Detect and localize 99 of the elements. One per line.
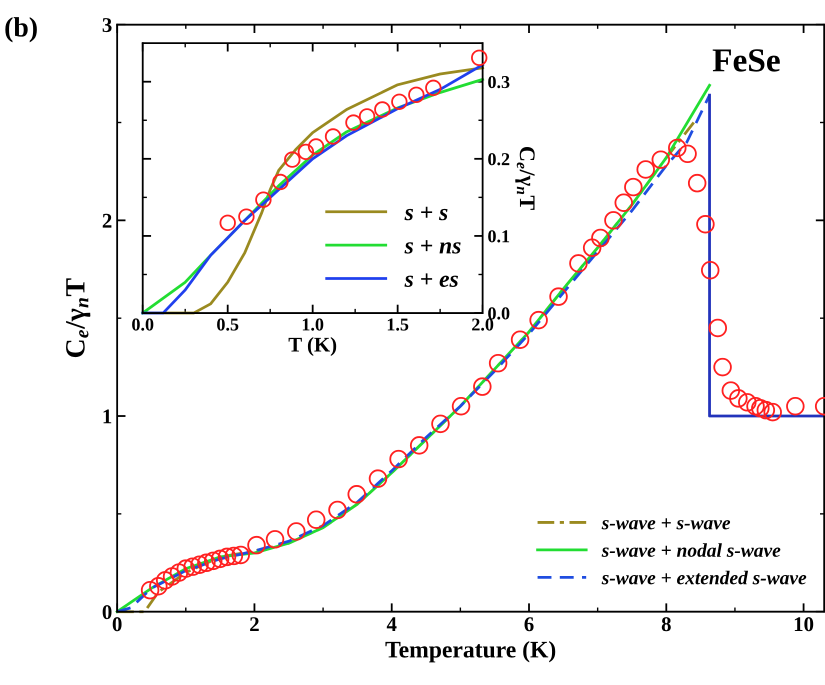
x-tick-label: 1.0	[302, 318, 324, 331]
point	[636, 160, 655, 179]
y-tick-label: 0.3	[488, 76, 510, 88]
legend-label: s + es	[404, 273, 458, 287]
point	[529, 310, 548, 330]
point	[614, 193, 633, 212]
point	[298, 144, 314, 160]
point	[358, 108, 376, 125]
point	[140, 580, 160, 600]
point	[510, 330, 530, 349]
y-tick-label: 3	[102, 18, 112, 32]
point	[224, 546, 244, 566]
x-tick-label: 1.5	[388, 318, 408, 331]
x-axis-title: Temperature (K)	[385, 641, 556, 662]
point	[231, 546, 250, 564]
x-tick-label: 0.5	[217, 318, 238, 331]
point	[473, 377, 492, 396]
point	[688, 174, 706, 192]
point	[266, 530, 284, 549]
point	[220, 214, 236, 232]
legend-label: s + ns	[404, 240, 461, 254]
point	[374, 101, 391, 118]
point	[652, 150, 670, 169]
point	[324, 128, 342, 145]
point	[156, 571, 174, 590]
legend-label: s + s	[404, 206, 448, 220]
x-tick-label: 6	[524, 617, 534, 632]
point	[708, 318, 728, 338]
y-tick-label: 0.2	[488, 153, 510, 166]
x-tick-label: 0.0	[132, 318, 154, 331]
point	[170, 563, 188, 582]
point	[287, 522, 306, 541]
point	[729, 389, 748, 408]
point	[722, 381, 740, 400]
x-tick-label: 0	[112, 617, 122, 632]
legend-label: s-wave + extended s-wave	[602, 570, 806, 584]
point	[218, 548, 236, 566]
point	[425, 80, 442, 96]
point	[763, 402, 782, 422]
point	[210, 550, 230, 568]
point	[368, 469, 388, 488]
y-tick-label: 0	[102, 605, 112, 620]
point	[549, 287, 568, 306]
point	[410, 436, 428, 455]
point	[391, 94, 408, 110]
point	[238, 208, 255, 225]
x-tick-label: 4	[386, 617, 397, 632]
point	[176, 559, 196, 578]
point	[746, 397, 765, 416]
point	[255, 191, 272, 208]
point	[183, 557, 202, 576]
point	[751, 398, 770, 418]
point	[604, 211, 623, 230]
point	[308, 138, 324, 155]
point	[678, 144, 697, 164]
x-tick-label: 8	[662, 617, 671, 632]
point	[452, 397, 470, 416]
y-axis-title: C$_{e}$/γ$_{n}$T	[515, 146, 535, 210]
point	[149, 577, 168, 596]
y-axis-title: C$_{e}$/γ$_{n}$T	[66, 278, 90, 358]
point	[471, 50, 488, 66]
text: (b)	[5, 17, 37, 42]
point	[696, 215, 715, 234]
point	[284, 151, 300, 168]
point	[162, 567, 182, 586]
y-tick-label: 0.0	[488, 307, 510, 320]
point	[347, 485, 366, 504]
annotation: FeSe	[712, 49, 780, 72]
point	[700, 261, 720, 280]
y-tick-label: 1	[104, 410, 112, 424]
point	[389, 450, 408, 468]
point	[190, 556, 209, 574]
point	[591, 228, 610, 248]
point	[272, 174, 289, 190]
x-tick-label: 2.0	[472, 318, 494, 331]
point	[786, 397, 805, 416]
legend-label: s-wave + s-wave	[602, 518, 730, 530]
point	[431, 414, 450, 434]
y-tick-label: 0.1	[488, 230, 510, 242]
point	[197, 554, 216, 572]
x-tick-label: 2	[250, 617, 259, 632]
x-axis-title: T (K)	[288, 337, 336, 356]
point	[488, 354, 508, 372]
legend-label: s-wave + nodal s-wave	[602, 543, 780, 557]
y-tick-label: 2	[102, 214, 112, 228]
point	[713, 358, 732, 376]
point	[756, 400, 776, 420]
point	[408, 86, 425, 104]
point	[624, 178, 643, 196]
point	[204, 552, 222, 570]
point	[345, 114, 362, 131]
point	[328, 500, 347, 520]
point	[738, 393, 757, 412]
point	[247, 536, 266, 554]
point	[306, 510, 326, 529]
point	[668, 138, 687, 158]
point	[582, 238, 602, 257]
point	[569, 254, 588, 273]
x-tick-label: 10	[794, 617, 814, 632]
